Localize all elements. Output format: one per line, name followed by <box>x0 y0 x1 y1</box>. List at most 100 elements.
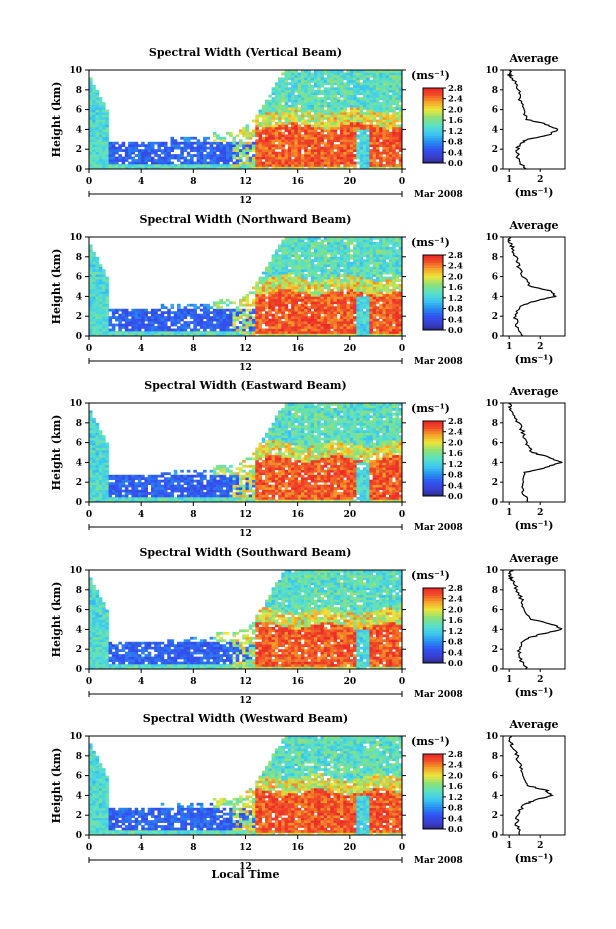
heatmap-cell <box>359 269 364 272</box>
heatmap-cell <box>232 161 237 165</box>
heatmap-cell <box>105 462 109 466</box>
heatmap-cell <box>349 136 354 140</box>
heatmap-cell <box>317 276 321 280</box>
heatmap-cell <box>95 286 100 290</box>
heatmap-cell <box>219 156 223 160</box>
heatmap-cell <box>362 126 367 130</box>
heatmap-cell <box>95 151 100 155</box>
colorbar-step <box>423 113 443 116</box>
heatmap-cell <box>98 114 103 118</box>
heatmap-cell <box>346 313 351 317</box>
heatmap-cell <box>291 136 295 140</box>
heatmap-cell <box>320 109 325 113</box>
heatmap-cell <box>310 246 315 250</box>
heatmap-cell <box>359 74 364 78</box>
heatmap-cell <box>340 156 344 160</box>
heatmap-cell <box>255 323 259 327</box>
heatmap-cell <box>255 328 259 332</box>
heatmap-cell <box>336 251 341 255</box>
heatmap-cell <box>294 286 298 290</box>
heatmap-cell <box>258 306 263 310</box>
heatmap-cell <box>359 276 364 280</box>
heatmap-cell <box>313 131 318 135</box>
heatmap-cell <box>287 74 292 78</box>
heatmap-cell <box>327 311 331 315</box>
heatmap-cell <box>261 164 266 167</box>
heatmap-cell <box>340 249 344 253</box>
colorbar-step <box>423 260 443 263</box>
heatmap-cell <box>362 87 367 91</box>
heatmap-cell <box>209 161 214 165</box>
heatmap-cell <box>291 82 295 86</box>
heatmap-cell <box>392 94 396 98</box>
heatmap-cell <box>278 328 282 332</box>
heatmap-cell <box>294 97 298 100</box>
heatmap-cell <box>238 316 243 319</box>
heatmap-cell <box>118 499 122 503</box>
heatmap-cell <box>258 131 263 135</box>
heatmap-cell <box>379 97 383 100</box>
heatmap-cell <box>284 97 289 100</box>
heatmap-cell <box>310 107 315 110</box>
heatmap-cell <box>392 311 396 315</box>
heatmap-cell <box>362 249 367 253</box>
heatmap-cell <box>248 321 253 324</box>
heatmap-cell <box>111 149 116 152</box>
heatmap-cell <box>102 286 106 290</box>
heatmap-cell <box>206 151 210 155</box>
heatmap-cell <box>265 109 269 113</box>
heatmap-cell <box>340 70 344 73</box>
heatmap-cell <box>128 318 132 322</box>
heatmap-cell <box>291 326 295 329</box>
heatmap-cell <box>310 276 315 280</box>
heatmap-cell <box>379 124 383 128</box>
heatmap-cell <box>170 331 175 334</box>
heatmap-cell <box>242 146 246 150</box>
heatmap-cell <box>300 271 305 275</box>
heatmap-cell <box>95 161 100 165</box>
x-tick-label: 0 <box>86 344 92 354</box>
heatmap-cell <box>398 323 403 327</box>
heatmap-cell <box>362 104 367 108</box>
heatmap-cell <box>95 119 100 123</box>
heatmap-cell <box>346 104 351 108</box>
heatmap-cell <box>92 417 96 421</box>
heatmap-cell <box>278 89 282 93</box>
heatmap-cell <box>274 139 279 143</box>
heatmap-cell <box>398 89 403 93</box>
heatmap-cell <box>177 154 181 157</box>
heatmap-cell <box>333 293 338 297</box>
heatmap-cell <box>356 254 360 258</box>
heatmap-cell <box>131 161 135 165</box>
heatmap-cell <box>317 136 321 140</box>
heatmap-cell <box>281 326 285 329</box>
heatmap-cell <box>95 308 100 312</box>
heatmap-cell <box>369 97 373 100</box>
heatmap-cell <box>310 306 315 310</box>
heatmap-cell <box>375 266 380 270</box>
heatmap-cell <box>398 129 403 133</box>
x-tick-label: 4 <box>138 177 144 187</box>
heatmap-cell <box>265 296 269 300</box>
heatmap-cell <box>349 266 354 270</box>
heatmap-cell <box>147 333 152 337</box>
heatmap-cell <box>118 313 122 317</box>
heatmap-cell <box>177 146 181 150</box>
heatmap-cell <box>284 156 289 160</box>
heatmap-cell <box>349 156 354 160</box>
heatmap-cell <box>320 249 325 253</box>
heatmap-cell <box>291 131 295 135</box>
heatmap-cell <box>398 259 403 263</box>
heatmap-cell <box>89 445 93 448</box>
colorbar-step <box>423 280 443 283</box>
heatmap-cell <box>291 306 295 310</box>
heatmap-cell <box>95 109 100 113</box>
heatmap-cell <box>398 99 403 103</box>
heatmap-cell <box>330 264 334 267</box>
heatmap-cell <box>141 156 145 160</box>
average-frame <box>502 236 566 337</box>
heatmap-cell <box>235 313 240 317</box>
heatmap-cell <box>340 161 344 165</box>
heatmap-cell <box>336 156 341 160</box>
heatmap-cell <box>206 161 210 165</box>
